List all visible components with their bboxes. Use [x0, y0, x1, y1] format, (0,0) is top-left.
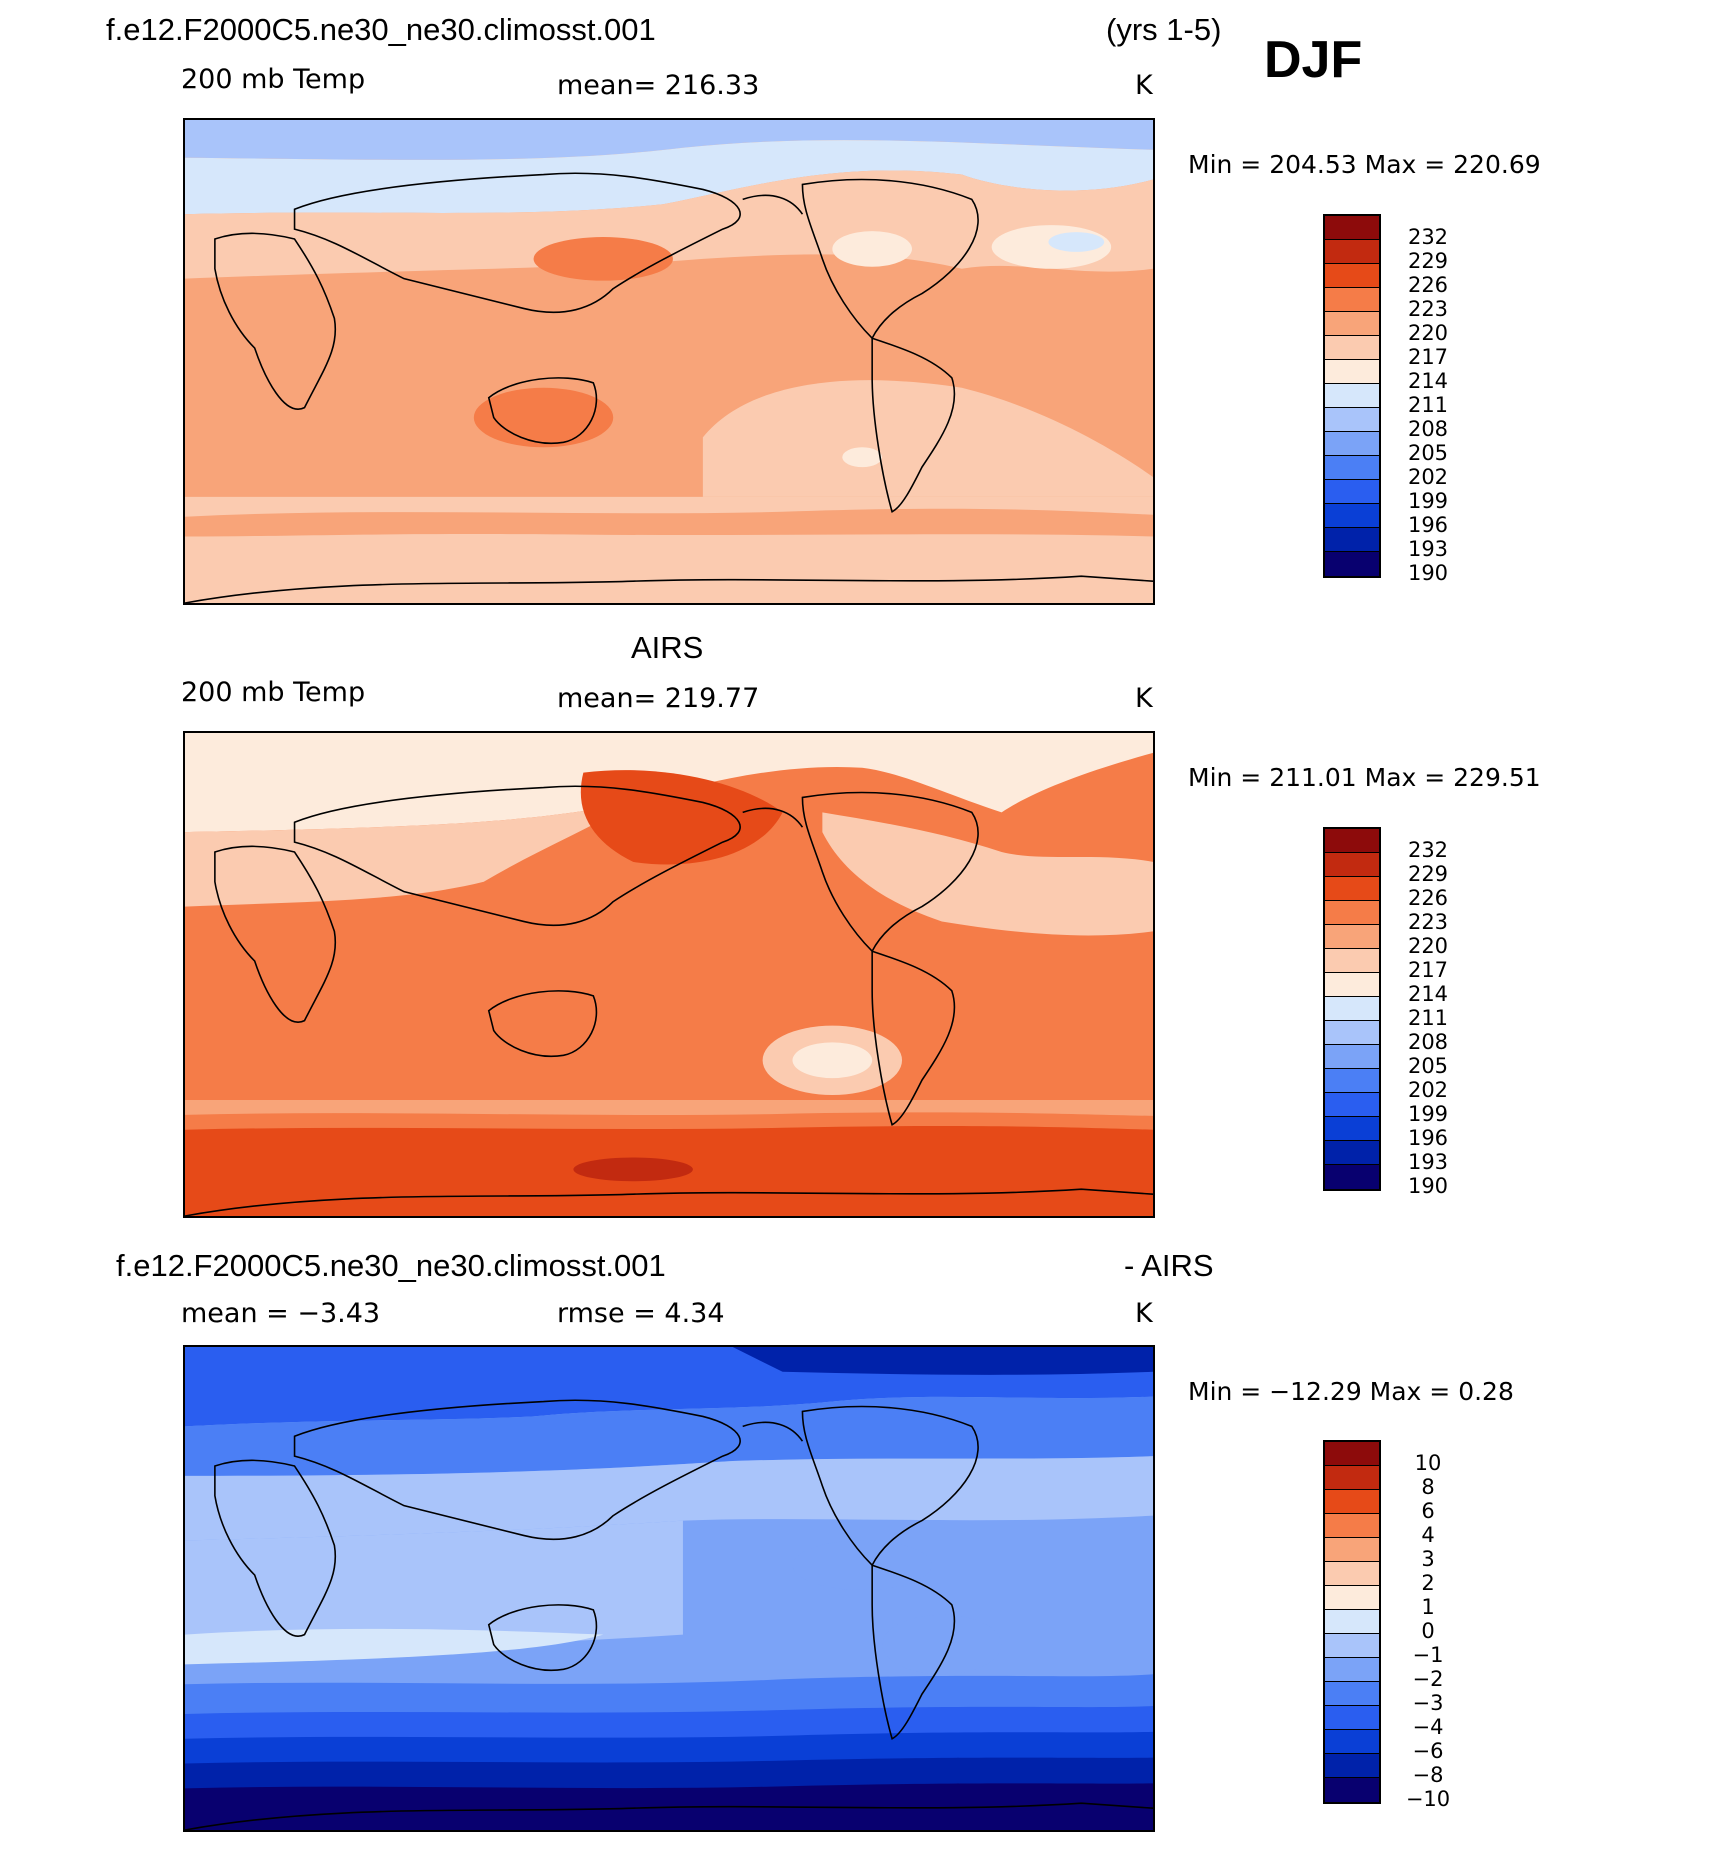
panel1-map: [183, 118, 1155, 605]
panel2-cbar-label: 190: [1407, 1174, 1449, 1198]
panel2-colorbar: [1323, 827, 1381, 1191]
panel1-minmax: Min = 204.53 Max = 220.69: [1188, 150, 1541, 179]
panel1-cbar-label: 223: [1407, 297, 1449, 321]
panel2-map: [183, 731, 1155, 1218]
panel1-mean: mean= 216.33: [557, 70, 760, 101]
panel2-cbar-label: 208: [1407, 1030, 1449, 1054]
panel2-contour-field: [185, 733, 1153, 1216]
panel2-cbar-label: 232: [1407, 838, 1449, 862]
panel1-cbar-label: 202: [1407, 465, 1449, 489]
panel3-cbar-label: 8: [1421, 1475, 1435, 1499]
panel3-colorbar: [1323, 1440, 1381, 1804]
years-label: (yrs 1-5): [1106, 12, 1222, 47]
panel2-cbar-label: 220: [1407, 934, 1449, 958]
case-title: f.e12.F2000C5.ne30_ne30.climosst.001: [106, 12, 656, 47]
panel1-cbar-label: 226: [1407, 273, 1449, 297]
panel2-cbar-label: 214: [1407, 982, 1449, 1006]
panel2-cbar-label: 211: [1407, 1006, 1449, 1030]
panel1-cbar-label: 208: [1407, 417, 1449, 441]
panel1-cbar-label: 229: [1407, 249, 1449, 273]
panel3-rmse: rmse = 4.34: [557, 1298, 725, 1329]
panel2-cbar-label: 196: [1407, 1126, 1449, 1150]
panel1-cbar-label: 211: [1407, 393, 1449, 417]
panel3-cbar-label: −3: [1412, 1691, 1444, 1715]
panel1-colorbar: [1323, 214, 1381, 578]
panel2-cbar-label: 205: [1407, 1054, 1449, 1078]
panel1-cbar-label: 214: [1407, 369, 1449, 393]
panel2-cbar-label: 223: [1407, 910, 1449, 934]
panel3-minmax: Min = −12.29 Max = 0.28: [1188, 1377, 1514, 1406]
panel1-cbar-label: 199: [1407, 489, 1449, 513]
panel3-title-left: f.e12.F2000C5.ne30_ne30.climosst.001: [116, 1248, 666, 1283]
season-label: DJF: [1264, 31, 1363, 89]
panel3-map: [183, 1345, 1155, 1832]
panel3-cbar-label: 10: [1414, 1451, 1442, 1475]
panel1-cbar-label: 196: [1407, 513, 1449, 537]
panel3-title-right: - AIRS: [1124, 1248, 1214, 1283]
panel3-cbar-label: −2: [1412, 1667, 1444, 1691]
panel1-cbar-label: 205: [1407, 441, 1449, 465]
panel2-title: AIRS: [631, 630, 704, 665]
panel1-cbar-label: 193: [1407, 537, 1449, 561]
panel1-cbar-label: 232: [1407, 225, 1449, 249]
panel1-cbar-label: 190: [1407, 561, 1449, 585]
panel2-cbar-label: 217: [1407, 958, 1449, 982]
panel2-cbar-label: 229: [1407, 862, 1449, 886]
panel3-cbar-label: 6: [1421, 1499, 1435, 1523]
panel2-cbar-label: 193: [1407, 1150, 1449, 1174]
panel3-cbar-label: 3: [1421, 1547, 1435, 1571]
panel1-cbar-label: 217: [1407, 345, 1449, 369]
panel3-cbar-label: 4: [1421, 1523, 1435, 1547]
panel1-variable: 200 mb Temp: [181, 64, 366, 95]
panel2-mean: mean= 219.77: [557, 683, 760, 714]
panel3-cbar-label: −6: [1412, 1739, 1444, 1763]
panel2-cbar-label: 226: [1407, 886, 1449, 910]
panel3-cbar-label: −8: [1412, 1763, 1444, 1787]
panel2-cbar-label: 199: [1407, 1102, 1449, 1126]
panel1-units: K: [1135, 70, 1153, 101]
panel3-contour-field: [185, 1347, 1153, 1830]
panel3-cbar-label: −1: [1412, 1643, 1444, 1667]
panel3-mean: mean = −3.43: [181, 1298, 381, 1329]
panel3-cbar-label: 1: [1421, 1595, 1435, 1619]
panel3-cbar-label: 2: [1421, 1571, 1435, 1595]
panel1-cbar-label: 220: [1407, 321, 1449, 345]
panel2-units: K: [1135, 683, 1153, 714]
panel2-minmax: Min = 211.01 Max = 229.51: [1188, 763, 1541, 792]
panel3-cbar-label: −10: [1405, 1787, 1451, 1811]
panel3-cbar-label: −4: [1412, 1715, 1444, 1739]
panel2-variable: 200 mb Temp: [181, 677, 366, 708]
panel1-contour-field: [185, 120, 1153, 603]
panel3-cbar-label: 0: [1421, 1619, 1435, 1643]
panel3-units: K: [1135, 1298, 1153, 1329]
panel2-cbar-label: 202: [1407, 1078, 1449, 1102]
